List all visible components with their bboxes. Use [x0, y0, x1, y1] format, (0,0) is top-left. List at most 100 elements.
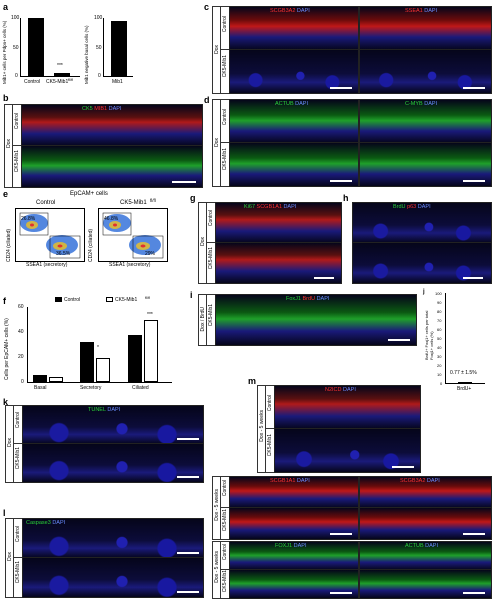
- panel-d-image-ck5-left: [229, 142, 359, 187]
- panel-f-xtick-secretory: Secretory: [80, 385, 102, 391]
- panel-e-ylabel-ck5: CD24 (ciliated): [88, 228, 94, 262]
- panel-f-bar-basal-ck5: [49, 377, 63, 382]
- panel-j-ytick-60: 60: [437, 326, 442, 332]
- panel-b-image-ck5: [21, 145, 203, 188]
- panel-e-title: EpCAM+ cells: [70, 191, 108, 197]
- panel-m-image-bot-ck5-right: [359, 569, 492, 599]
- panel-l-stain-caspase3: Caspase3: [26, 520, 51, 526]
- panel-b-stain-ck5: CK5: [82, 106, 93, 112]
- panel-e-facs-control-plot: [19, 212, 81, 259]
- panel-m-image-mid-ck5-left: [229, 507, 359, 540]
- panel-e-ck5-sup: fl/fl: [150, 198, 156, 203]
- panel-l-image-control: Caspase3 DAPI: [22, 518, 204, 559]
- panel-c-stain-left: SCGB3A2: [270, 8, 296, 14]
- panel-c-stain-right: SSEA1: [405, 8, 423, 14]
- panel-i-image: FoxJ1 BrdU DAPI: [215, 294, 417, 346]
- panel-a-yaxis-right: [103, 18, 104, 76]
- panel-j-ytick-30: 30: [437, 353, 442, 359]
- panel-a-bar-mib1: [111, 20, 127, 76]
- panel-j-value-label: 0.77 ± 1.5%: [450, 370, 477, 376]
- panel-a-xaxis-left: [20, 76, 80, 77]
- panel-m-image-bot-control-left: FOXJ1 DAPI: [229, 541, 359, 571]
- panel-m-stain-foxj1: FOXJ1: [275, 543, 293, 549]
- panel-e-facs-ck5-plot: [102, 212, 164, 259]
- panel-label-g: g: [190, 193, 196, 203]
- panel-f-ylabel: Cells per EpCAM+ cells (%): [4, 318, 10, 380]
- panel-e-xlabel-control: SSEA1 (secretory): [26, 262, 68, 268]
- panel-m-stain-scgb1a1: SCGB1A1: [270, 478, 296, 484]
- panel-j-ytick-50: 50: [437, 335, 442, 341]
- panel-g-image-control: Ki67 SCGB1A1 DAPI: [215, 202, 342, 244]
- panel-f-xtick-basal: Basal: [34, 385, 47, 391]
- panel-c-image-control-left: SCGB3A2 DAPI: [229, 6, 359, 51]
- panel-d-stain-right: C-MYB: [405, 101, 423, 107]
- panel-f-ytick-20: 20: [18, 354, 24, 360]
- panel-label-d: d: [204, 95, 210, 105]
- panel-c-image-ck5-right: [359, 49, 492, 94]
- panel-m-image-top-control: N2ICD DAPI: [274, 385, 421, 430]
- panel-label-m: m: [248, 376, 257, 386]
- panel-j-yaxis: [445, 293, 446, 383]
- panel-j-ytick-0: 0: [440, 380, 443, 386]
- panel-d-image-control-right: C-MYB DAPI: [359, 99, 492, 144]
- panel-f-yaxis: [27, 307, 28, 382]
- panel-a-ytick-0: 0: [15, 73, 18, 79]
- panel-f-bar-secretory-ck5: [96, 358, 110, 382]
- panel-a-right-ytick-0: 0: [98, 73, 101, 79]
- panel-f-bar-ciliated-control: [128, 334, 142, 382]
- panel-h-image-control: BrdU p63 DAPI: [352, 202, 492, 244]
- panel-b-image-control: CK5 MIB1 DAPI: [21, 104, 203, 147]
- panel-e-ck5-secretory-value: 29%: [145, 251, 156, 257]
- panel-j-bar: [458, 382, 472, 385]
- panel-j-ytick-10: 10: [437, 371, 442, 377]
- panel-a-ylabel-left: Mib1+ cells per Pdpn+ cells (%): [2, 20, 7, 84]
- panel-f-significance-secretory: *: [97, 345, 99, 351]
- panel-l-image-ck5: [22, 557, 204, 598]
- panel-i-stain-brdu: BrdU: [302, 296, 316, 302]
- panel-f-ytick-60: 60: [18, 304, 24, 310]
- panel-j-ylabel: BrdU+ Foxj1+ cells per total Foxj1+ cell…: [424, 310, 434, 360]
- panel-g-image-ck5: [215, 242, 342, 284]
- panel-k-image-control: TUNEL DAPI: [22, 405, 204, 445]
- panel-a-bar-control: [28, 18, 44, 76]
- panel-a-bar-ck5: [54, 73, 70, 76]
- panel-f-legend-swatch-ck5: [106, 297, 113, 302]
- panel-m-image-mid-ck5-right: [359, 507, 492, 540]
- panel-f-significance-ciliated: ***: [147, 312, 153, 318]
- panel-f-bar-basal-control: [33, 374, 47, 382]
- panel-m-image-mid-control-left: SCGB1A1 DAPI: [229, 476, 359, 509]
- panel-a-significance: ***: [57, 63, 63, 69]
- panel-k-image-ck5: [22, 443, 204, 483]
- panel-j-ytick-70: 70: [437, 317, 442, 323]
- panel-e-control-secretory-value: 36.5%: [56, 251, 71, 257]
- panel-b-stain-mib1: MIB1: [94, 106, 108, 112]
- panel-e-ylabel-control: CD24 (ciliated): [6, 228, 12, 262]
- scale-bar: [172, 181, 196, 183]
- panel-h-stain-p63: p63: [407, 204, 417, 210]
- panel-a-ytick-50: 50: [13, 45, 19, 51]
- panel-h-stain-brdu: BrdU: [393, 204, 406, 210]
- panel-f-bar-ciliated-ck5: [144, 319, 158, 382]
- panel-m-image-top-ck5: [274, 428, 421, 473]
- panel-a-yaxis-left: [20, 18, 21, 76]
- panel-f-legend-ck5-sup: fl/fl: [145, 295, 151, 300]
- panel-a-ytick-100: 100: [11, 15, 20, 21]
- panel-c-image-ck5-left: [229, 49, 359, 94]
- panel-g-stain-scgb1a1: SCGB1A1: [256, 204, 282, 210]
- panel-label-j: j: [423, 289, 425, 295]
- panel-d-image-control-left: ACTUB DAPI: [229, 99, 359, 144]
- panel-a-right-ytick-100: 100: [94, 15, 103, 21]
- panel-j-ytick-80: 80: [437, 308, 442, 314]
- panel-label-i: i: [190, 290, 193, 300]
- panel-e-facs-control: 26.8% 36.5%: [15, 208, 85, 262]
- panel-j-ytick-100: 100: [435, 290, 442, 296]
- panel-m-image-mid-control-right: SCGB3A2 DAPI: [359, 476, 492, 509]
- panel-f-ytick-40: 40: [18, 329, 24, 335]
- panel-g-stain-ki67: Ki67: [244, 204, 256, 210]
- panel-b-stain-dapi: DAPI: [108, 106, 122, 112]
- panel-m-image-bot-ck5-left: [229, 569, 359, 599]
- panel-f-bar-secretory-control: [80, 342, 94, 382]
- panel-m-stain-scgb3a2: SCGB3A2: [400, 478, 426, 484]
- panel-j-ytick-40: 40: [437, 344, 442, 350]
- panel-label-h: h: [343, 193, 349, 203]
